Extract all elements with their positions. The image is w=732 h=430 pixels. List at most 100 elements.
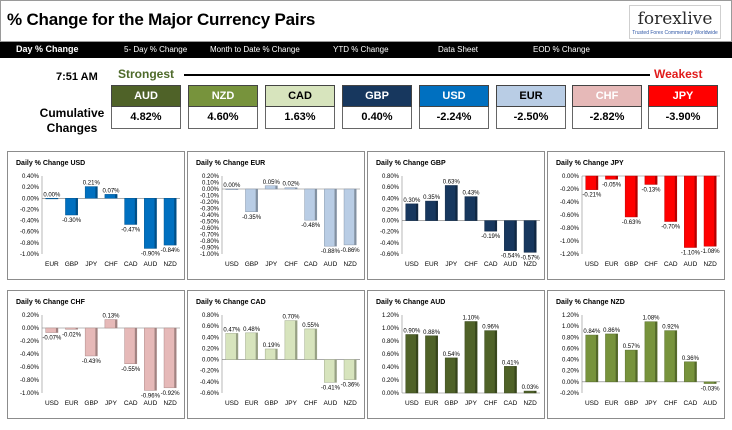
chart-title: Daily % Change USD	[16, 160, 85, 167]
chart-title: Daily % Change AUD	[376, 299, 445, 306]
data-label: 0.03%	[522, 385, 540, 391]
data-label: 0.43%	[462, 191, 480, 197]
bar-face	[45, 327, 59, 333]
bar-shadow	[455, 185, 458, 221]
y-tick-label: 0.60%	[382, 185, 400, 191]
category-label: JPY	[105, 400, 118, 407]
y-tick-label: 0.60%	[382, 352, 400, 358]
tab-ytd-change[interactable]: YTD % Change	[333, 45, 389, 54]
y-tick-label: 1.00%	[562, 324, 580, 330]
chart-svg: Daily % Change AUD 1.20% 1.00% 0.80% 0.60% 0.…	[376, 299, 540, 407]
bar-face	[644, 175, 658, 185]
category-label: NZD	[343, 400, 357, 407]
chart-jpy: Daily % Change JPY 0.00% -0.20% -0.40% -0.60…	[547, 151, 725, 280]
y-tick-label: -0.60%	[200, 391, 220, 397]
category-label: EUR	[65, 400, 79, 407]
bar-shadow	[635, 350, 638, 382]
bar-face	[264, 185, 278, 190]
y-tick-label: -0.80%	[560, 226, 580, 232]
y-tick-label: 0.00%	[22, 196, 40, 202]
currency-tile-jpy: JPY -3.90%	[648, 85, 718, 129]
y-tick-label: 0.00%	[382, 391, 400, 397]
data-label: -0.05%	[602, 182, 622, 188]
bar	[45, 327, 59, 333]
y-tick-label: -0.60%	[200, 226, 220, 232]
bar-shadow	[674, 330, 677, 382]
bar-shadow	[295, 187, 298, 189]
currency-code: USD	[419, 85, 489, 107]
forexlive-logo[interactable]: forexlive Trusted Forex Commentary World…	[629, 5, 721, 39]
bar	[664, 175, 678, 222]
y-tick-label: -0.20%	[380, 230, 400, 236]
chart-nzd: Daily % Change NZD 1.20% 1.00% 0.80% 0.60% 0.…	[547, 290, 725, 419]
bar	[104, 319, 118, 329]
category-label: CAD	[304, 261, 318, 268]
data-label: 0.63%	[443, 179, 461, 185]
data-label: 0.47%	[223, 327, 241, 333]
data-label: 0.84%	[583, 329, 601, 335]
bar-face	[644, 321, 658, 383]
tab-data-sheet[interactable]: Data Sheet	[438, 45, 479, 54]
bar	[464, 196, 478, 221]
bar-shadow	[694, 176, 697, 248]
bar-shadow	[275, 185, 278, 189]
data-label: -0.90%	[141, 251, 161, 257]
y-tick-label: -0.60%	[560, 213, 580, 219]
y-tick-label: -0.50%	[200, 220, 220, 226]
y-tick-label: 0.00%	[382, 219, 400, 225]
bar-shadow	[75, 328, 78, 330]
y-tick-label: 0.20%	[382, 378, 400, 384]
y-tick-label: 0.40%	[22, 174, 40, 180]
bar-shadow	[595, 335, 598, 382]
data-label: 0.02%	[282, 182, 300, 188]
cumulative-change-value: 1.63%	[265, 107, 335, 129]
currency-code: NZD	[188, 85, 258, 107]
bar-shadow	[714, 381, 717, 384]
bar-shadow	[514, 366, 517, 393]
bar-face	[605, 175, 618, 180]
bar-shadow	[55, 198, 58, 199]
data-label: -0.70%	[661, 225, 681, 231]
y-tick-label: -1.00%	[560, 239, 580, 245]
bar-face	[264, 348, 278, 360]
bar	[605, 333, 618, 383]
bar	[324, 188, 337, 247]
bar-shadow	[494, 220, 497, 232]
tab-month-to-date-change[interactable]: Month to Date % Change	[210, 45, 300, 54]
bar-shadow	[134, 328, 137, 364]
bar-shadow	[314, 189, 317, 221]
bar-face	[605, 333, 618, 383]
y-tick-label: 0.10%	[202, 181, 220, 187]
category-label: AUD	[684, 261, 698, 268]
category-label: GBP	[624, 400, 638, 407]
y-tick-label: 0.20%	[202, 174, 220, 180]
data-label: -0.21%	[582, 193, 602, 199]
y-tick-label: 1.00%	[382, 326, 400, 332]
bar	[425, 200, 438, 221]
y-tick-label: 0.20%	[22, 185, 40, 191]
bar	[264, 348, 278, 360]
data-label: -0.84%	[161, 248, 181, 254]
tab-day-change[interactable]: Day % Change	[16, 44, 79, 54]
bar-shadow	[615, 176, 618, 180]
chart-eur: Daily % Change EUR 0.20% 0.10% 0.00% -0.10% -…	[187, 151, 365, 280]
category-label: USD	[585, 261, 599, 268]
data-label: -0.47%	[121, 227, 141, 233]
y-tick-label: -0.40%	[20, 219, 40, 225]
cumulative-label-line-2: Changes	[46, 121, 98, 135]
y-tick-label: 0.20%	[202, 346, 220, 352]
y-tick-label: 1.20%	[382, 313, 400, 319]
cumulative-changes-label: Cumulative Changes	[34, 106, 110, 136]
data-label: -0.19%	[481, 234, 501, 240]
bar-shadow	[635, 176, 638, 217]
bar	[605, 175, 618, 180]
tab-eod-change[interactable]: EOD % Change	[533, 45, 590, 54]
tab-5-day-change[interactable]: 5- Day % Change	[124, 45, 188, 54]
y-tick-label: -0.20%	[200, 200, 220, 206]
category-label: GBP	[444, 400, 458, 407]
bar-shadow	[534, 220, 537, 253]
chart-title: Daily % Change JPY	[556, 160, 624, 167]
bar-shadow	[475, 196, 478, 221]
bar-face	[405, 203, 419, 221]
currency-tile-nzd: NZD 4.60%	[188, 85, 258, 129]
